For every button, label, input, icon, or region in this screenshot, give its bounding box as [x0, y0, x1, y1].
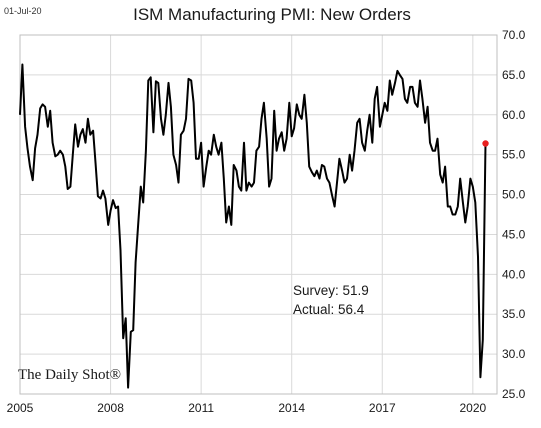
x-tick-label: 2017: [369, 401, 396, 415]
y-tick-label: 30.0: [502, 347, 526, 361]
x-tick-label: 2014: [278, 401, 305, 415]
y-tick-label: 50.0: [502, 188, 526, 202]
x-tick-label: 2011: [188, 401, 214, 415]
y-tick-label: 40.0: [502, 267, 526, 281]
annotation-survey: Survey: 51.9: [293, 283, 369, 298]
x-tick-label: 2020: [459, 401, 486, 415]
y-tick-label: 25.0: [502, 387, 526, 401]
x-tick-label: 2008: [97, 401, 124, 415]
last-point-marker: [482, 140, 489, 147]
y-tick-label: 60.0: [502, 108, 526, 122]
y-tick-label: 70.0: [502, 28, 526, 42]
x-tick-label: 2005: [7, 401, 34, 415]
chart-title: ISM Manufacturing PMI: New Orders: [133, 5, 411, 24]
plot-frame: [19, 34, 498, 395]
annotation-actual: Actual: 56.4: [293, 302, 365, 317]
y-tick-label: 65.0: [502, 68, 526, 82]
series-line: [19, 63, 487, 389]
brand-logo: The Daily Shot®: [18, 367, 121, 383]
y-tick-label: 55.0: [502, 148, 526, 162]
y-tick-label: 35.0: [502, 307, 526, 321]
chart-date: 01-Jul-20: [4, 6, 42, 16]
y-axis: 70.0 65.0 60.0 55.0 50.0 45.0 40.0 35.0 30.0 25.0: [502, 28, 526, 401]
y-tick-label: 45.0: [502, 227, 526, 241]
x-axis: 2005 2008 2011 2014 2017 2020: [7, 401, 487, 415]
